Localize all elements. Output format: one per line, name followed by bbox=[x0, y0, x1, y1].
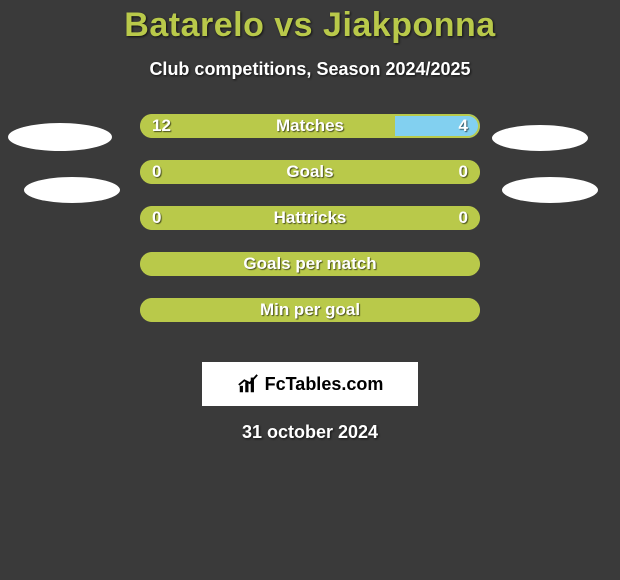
subtitle: Club competitions, Season 2024/2025 bbox=[0, 59, 620, 80]
comparison-infographic: Batarelo vs Jiakponna Club competitions,… bbox=[0, 0, 620, 580]
bar-segment-left bbox=[140, 252, 480, 276]
bar-segment-left bbox=[140, 160, 480, 184]
player-oval-placeholder bbox=[8, 123, 112, 151]
logo-badge: FcTables.com bbox=[202, 362, 418, 406]
stat-bar bbox=[140, 114, 480, 138]
bar-segment-left bbox=[140, 298, 480, 322]
player-oval-placeholder bbox=[502, 177, 598, 203]
page-title: Batarelo vs Jiakponna bbox=[0, 0, 620, 45]
logo-text: FcTables.com bbox=[265, 374, 384, 395]
bar-segment-left bbox=[140, 206, 480, 230]
player-oval-placeholder bbox=[24, 177, 120, 203]
date-text: 31 october 2024 bbox=[0, 422, 620, 443]
bar-segment-left bbox=[140, 114, 395, 138]
stat-row: Goals per match bbox=[0, 252, 620, 298]
stat-row: Hattricks00 bbox=[0, 206, 620, 252]
player-oval-placeholder bbox=[492, 125, 588, 151]
bar-segment-right bbox=[395, 114, 480, 138]
stat-bar bbox=[140, 298, 480, 322]
stat-bar bbox=[140, 252, 480, 276]
stat-bar bbox=[140, 206, 480, 230]
chart-icon bbox=[237, 373, 259, 395]
stat-row: Min per goal bbox=[0, 298, 620, 344]
stat-bar bbox=[140, 160, 480, 184]
